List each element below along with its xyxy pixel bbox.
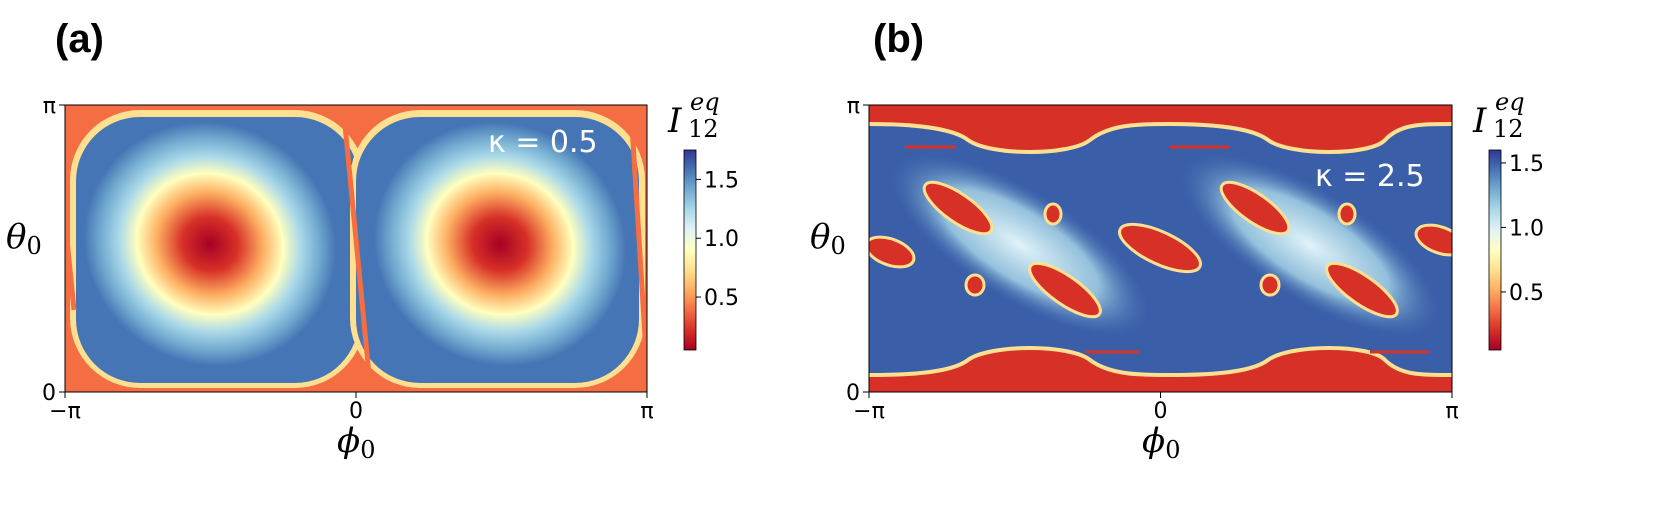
x-tick-label: 0 — [349, 399, 363, 424]
y-tick-label: 0 — [846, 381, 860, 406]
island-6 — [869, 235, 916, 269]
island-9 — [964, 273, 986, 297]
island-4 — [1219, 180, 1291, 236]
panel-label-a: (a) — [55, 17, 104, 61]
colorbar-tick-label: 0.5 — [1509, 281, 1544, 306]
heatmap-a-separatrix-left — [65, 229, 77, 311]
heatmap-a-separatrix-center — [342, 124, 373, 386]
colorbar-title-b-sub: 12 — [1493, 115, 1524, 143]
colorbar-title-a-main: I — [667, 101, 682, 141]
y-axis-label-b-sub: 0 — [830, 232, 845, 260]
colorbar-tick-label: 1.5 — [1509, 152, 1544, 177]
colorbar-title-a-sub: 12 — [688, 115, 719, 143]
x-tick-label: π — [1445, 399, 1458, 424]
y-ticks-a: 0π — [42, 94, 65, 406]
y-tick-label: π — [847, 94, 860, 119]
heatmap-a-core-left — [83, 121, 337, 367]
colorbar-title-b-main: I — [1472, 101, 1487, 141]
y-tick-label: 0 — [42, 381, 56, 406]
x-axis-label-b-main: ϕ — [1142, 421, 1165, 461]
island-3 — [1118, 222, 1202, 274]
x-ticks-a: −π 0 π — [49, 392, 654, 424]
y-axis-label-a-sub: 0 — [26, 232, 41, 260]
colorbar-tick-label: 1.0 — [704, 227, 739, 252]
heatmap-b — [869, 105, 1452, 392]
colorbar-tick-label: 1.0 — [1509, 216, 1544, 241]
x-tick-label: π — [640, 399, 653, 424]
heatmap-b-bottom-band — [869, 348, 1452, 392]
x-axis-label-b-sub: 0 — [1165, 436, 1180, 464]
colorbar-tick-label: 0.5 — [704, 286, 739, 311]
x-ticks-b: −π 0 π — [853, 392, 1459, 424]
island-8 — [1043, 202, 1063, 226]
island-1 — [922, 180, 994, 236]
heatmap-b-top-edge — [869, 121, 1452, 154]
heatmap-a-core-right — [373, 121, 627, 367]
heatmap-a-separatrix-right — [629, 124, 647, 386]
annotation-b: κ = 2.5 — [1315, 159, 1425, 194]
heatmap-b-top-band — [869, 105, 1452, 152]
y-axis-label-b: θ0 — [810, 217, 846, 260]
annotation-a: κ = 0.5 — [488, 125, 598, 160]
colorbar-ticks-b: 0.5 1.0 1.5 — [1501, 152, 1544, 306]
x-axis-label-a-sub: 0 — [360, 436, 375, 464]
heatmap-b-bottom-edge — [869, 346, 1452, 378]
colorbar-scale-b — [1488, 149, 1502, 351]
heatmap-a — [65, 105, 647, 392]
x-tick-label: −π — [853, 399, 885, 424]
colorbar-title-b-sup: eq — [1495, 88, 1525, 116]
colorbar-title-a-sup: eq — [690, 88, 720, 116]
x-axis-label-b: ϕ0 — [1142, 421, 1180, 464]
heatmap-b-islands — [869, 180, 1452, 319]
panel-b: (b) — [810, 17, 1544, 464]
panel-label-b: (b) — [873, 17, 924, 61]
colorbar-ticks-a: 0.5 1.0 1.5 — [696, 168, 739, 311]
colorbar-scale-a — [683, 149, 697, 351]
x-axis-label-a: ϕ0 — [337, 421, 375, 464]
colorbar-tick-label: 1.5 — [704, 168, 739, 193]
x-axis-label-a-main: ϕ — [337, 421, 360, 461]
x-tick-label: 0 — [1154, 399, 1168, 424]
y-axis-label-a-main: θ — [6, 217, 26, 257]
island-11 — [1259, 273, 1281, 297]
x-tick-label: −π — [49, 399, 81, 424]
y-axis-label-a: θ0 — [6, 217, 42, 260]
island-2 — [1028, 261, 1102, 319]
island-5 — [1325, 261, 1399, 319]
island-10 — [1337, 202, 1357, 226]
y-ticks-b: 0π — [846, 94, 869, 406]
y-axis-label-b-main: θ — [810, 217, 830, 257]
y-tick-label: π — [43, 94, 56, 119]
heatmap-b-stripes — [905, 145, 1430, 354]
